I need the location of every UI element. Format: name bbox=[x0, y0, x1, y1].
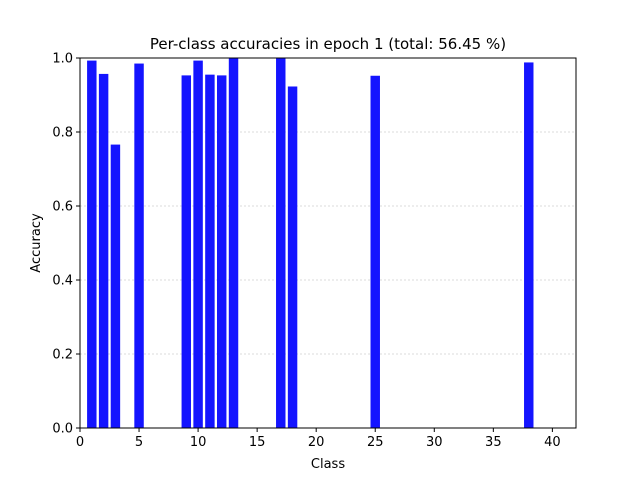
bar-class-38 bbox=[524, 62, 534, 428]
x-tick-label: 15 bbox=[249, 435, 266, 450]
bar-class-2 bbox=[98, 73, 109, 428]
x-tick-label: 10 bbox=[190, 435, 207, 450]
bar-class-13 bbox=[228, 58, 239, 429]
y-tick-label: 1.0 bbox=[52, 52, 73, 67]
bars bbox=[87, 58, 534, 429]
y-tick-label: 0.8 bbox=[52, 126, 73, 141]
bar-class-17 bbox=[276, 58, 286, 429]
bar-class-18 bbox=[287, 86, 298, 429]
bar-class-11 bbox=[205, 74, 215, 429]
x-tick-label: 35 bbox=[485, 435, 502, 450]
plot-frame bbox=[79, 57, 577, 429]
x-tick-label: 5 bbox=[135, 435, 143, 450]
y-tick-label: 0.6 bbox=[52, 200, 73, 215]
grid-lines bbox=[80, 131, 576, 355]
x-axis-ticks: 0 5 10 15 20 25 30 35 40 bbox=[76, 428, 561, 450]
x-axis-label: Class bbox=[311, 457, 345, 472]
x-tick-label: 30 bbox=[426, 435, 443, 450]
y-axis-ticks: 0.0 0.2 0.4 0.6 0.8 1.0 bbox=[52, 52, 80, 437]
x-tick-label: 0 bbox=[76, 435, 84, 450]
y-tick-label: 0.4 bbox=[52, 274, 73, 289]
y-tick-label: 0.2 bbox=[52, 348, 73, 363]
bar-class-1 bbox=[87, 60, 97, 429]
bar-class-5 bbox=[134, 63, 144, 429]
bar-class-9 bbox=[181, 75, 192, 428]
bar-class-10 bbox=[193, 60, 203, 429]
y-tick-label: 0.0 bbox=[52, 422, 73, 437]
x-tick-label: 40 bbox=[544, 435, 561, 450]
x-tick-label: 25 bbox=[367, 435, 384, 450]
x-tick-label: 20 bbox=[308, 435, 325, 450]
chart-title: Per-class accuracies in epoch 1 (total: … bbox=[150, 35, 506, 53]
bar-class-3 bbox=[110, 144, 121, 428]
bar-class-25 bbox=[370, 75, 380, 428]
bar-class-12 bbox=[216, 75, 227, 428]
y-axis-label: Accuracy bbox=[29, 213, 44, 273]
